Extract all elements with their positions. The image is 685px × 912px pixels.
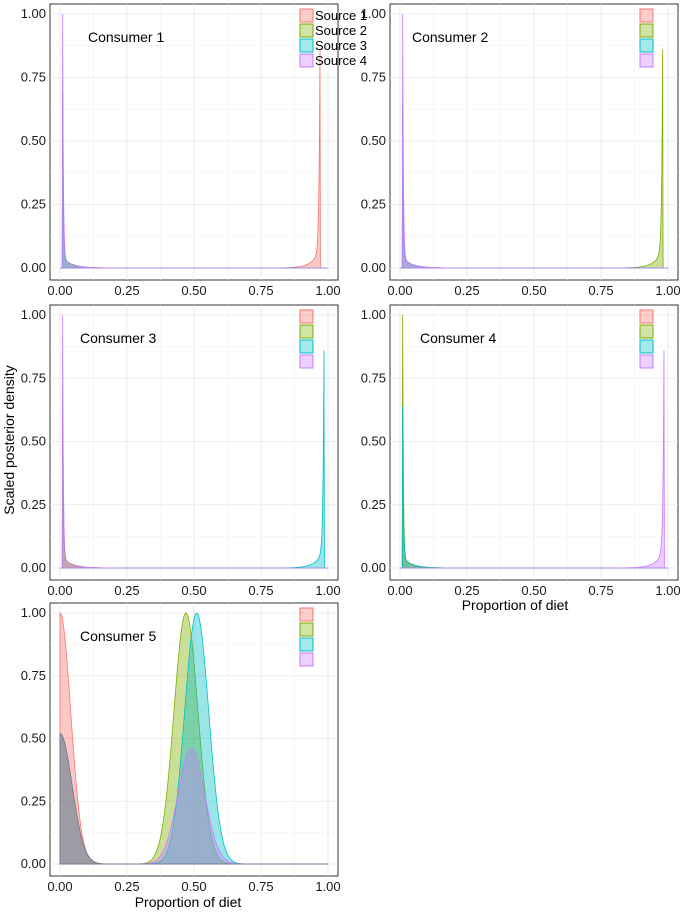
legend-key-source-3 bbox=[299, 637, 314, 652]
legend-key-source-3 bbox=[299, 38, 314, 53]
y-tick-label: 0.25 bbox=[361, 497, 386, 512]
y-tick-label: 0.75 bbox=[21, 70, 46, 85]
x-tick-label: 0.25 bbox=[454, 283, 479, 298]
area-source-4 bbox=[60, 13, 328, 269]
y-tick-label: 1.00 bbox=[361, 6, 386, 21]
x-axis-label-panel4: Proportion of diet bbox=[462, 597, 569, 613]
x-tick-label: 0.75 bbox=[248, 583, 273, 598]
panel-consumer-2: 0.00 0.25 0.50 0.75 1.00 0.00 0.25 0.50 0.75 1.00… bbox=[361, 3, 681, 298]
legend-key-source-2 bbox=[639, 23, 654, 38]
y-tick-label: 1.00 bbox=[21, 6, 46, 21]
x-axis-label-panel5: Proportion of diet bbox=[135, 894, 242, 910]
y-tick-label: 0.75 bbox=[21, 370, 46, 385]
panel-title: Consumer 5 bbox=[80, 628, 156, 644]
x-tick-label: 1.00 bbox=[315, 879, 340, 894]
legend bbox=[299, 607, 314, 667]
legend-key-source-1 bbox=[299, 8, 314, 23]
y-tick-label: 0.75 bbox=[361, 370, 386, 385]
area-source-4-low-mode bbox=[59, 732, 328, 865]
x-tick-label: 0.50 bbox=[521, 583, 546, 598]
y-tick-label: 0.00 bbox=[21, 260, 46, 275]
y-tick-label: 0.50 bbox=[361, 133, 386, 148]
legend-key-source-1 bbox=[299, 309, 314, 324]
legend-key-source-1 bbox=[299, 607, 314, 622]
legend-key-source-4 bbox=[639, 354, 654, 369]
x-tick-label: 0.50 bbox=[521, 283, 546, 298]
y-tick-label: 0.25 bbox=[21, 497, 46, 512]
x-tick-label: 1.00 bbox=[655, 583, 680, 598]
x-tick-label: 1.00 bbox=[315, 583, 340, 598]
y-tick-label: 0.75 bbox=[21, 668, 46, 683]
y-tick-label: 0.00 bbox=[361, 260, 386, 275]
legend-key-source-4 bbox=[639, 53, 654, 68]
y-tick-label: 0.50 bbox=[21, 133, 46, 148]
legend-key-source-2 bbox=[639, 324, 654, 339]
y-tick-label: 1.00 bbox=[21, 605, 46, 620]
y-tick-label: 0.25 bbox=[361, 197, 386, 212]
x-tick-label: 1.00 bbox=[655, 283, 680, 298]
legend-key-source-3 bbox=[639, 339, 654, 354]
panel-title: Consumer 3 bbox=[80, 330, 156, 346]
x-tick-label: 1.00 bbox=[315, 283, 340, 298]
x-tick-label: 0.00 bbox=[387, 583, 412, 598]
x-tick-label: 0.75 bbox=[248, 879, 273, 894]
panel-title: Consumer 2 bbox=[412, 29, 488, 45]
y-tick-label: 0.25 bbox=[21, 793, 46, 808]
legend-label-source-2: Source 2 bbox=[315, 23, 367, 38]
y-tick-label: 0.00 bbox=[361, 560, 386, 575]
x-tick-label: 0.75 bbox=[248, 283, 273, 298]
y-axis-label: Scaled posterior density bbox=[1, 365, 17, 514]
legend-key-source-2 bbox=[299, 324, 314, 339]
x-tick-label: 0.25 bbox=[114, 879, 139, 894]
panel-consumer-1: 0.00 0.25 0.50 0.75 1.00 0.00 0.25 0.50 0.75 1.00… bbox=[21, 3, 367, 298]
y-tick-label: 0.50 bbox=[21, 434, 46, 449]
legend bbox=[639, 309, 654, 369]
legend-key-source-3 bbox=[299, 339, 314, 354]
panel-consumer-5: 0.00 0.25 0.50 0.75 1.00 0.00 0.25 0.50 0.75 1.00… bbox=[21, 602, 341, 894]
area-source-4 bbox=[400, 13, 668, 269]
area-source-4 bbox=[60, 314, 328, 569]
legend-label-source-1: Source 1 bbox=[315, 8, 367, 23]
x-tick-label: 0.75 bbox=[588, 283, 613, 298]
x-tick-label: 0.50 bbox=[181, 283, 206, 298]
y-tick-label: 0.25 bbox=[21, 197, 46, 212]
x-tick-label: 0.25 bbox=[454, 583, 479, 598]
x-tick-label: 0.25 bbox=[114, 283, 139, 298]
legend-key-source-1 bbox=[639, 8, 654, 23]
panel-title: Consumer 4 bbox=[420, 330, 496, 346]
legend-label-source-4: Source 4 bbox=[315, 53, 367, 68]
legend-key-source-2 bbox=[299, 23, 314, 38]
legend-key-source-1 bbox=[639, 309, 654, 324]
y-tick-label: 0.75 bbox=[361, 70, 386, 85]
x-tick-label: 0.50 bbox=[181, 583, 206, 598]
x-tick-label: 0.00 bbox=[47, 583, 72, 598]
y-tick-label: 0.50 bbox=[21, 731, 46, 746]
x-tick-label: 0.25 bbox=[114, 583, 139, 598]
y-tick-label: 0.50 bbox=[361, 434, 386, 449]
legend-key-source-4 bbox=[299, 652, 314, 667]
panel-title: Consumer 1 bbox=[88, 29, 164, 45]
legend bbox=[299, 309, 314, 369]
x-tick-label: 0.00 bbox=[47, 879, 72, 894]
x-tick-label: 0.00 bbox=[387, 283, 412, 298]
y-tick-label: 1.00 bbox=[21, 307, 46, 322]
x-tick-label: 0.00 bbox=[47, 283, 72, 298]
legend bbox=[639, 8, 654, 68]
legend-key-source-3 bbox=[639, 38, 654, 53]
panel-consumer-3: 0.00 0.25 0.50 0.75 1.00 0.00 0.25 0.50 0.75 1.00… bbox=[21, 304, 341, 598]
panels: 0.000.250.500.751.000.00 0.25 0.50 0.75 1.00… bbox=[21, 3, 681, 894]
x-tick-label: 0.50 bbox=[181, 879, 206, 894]
y-tick-label: 0.00 bbox=[21, 856, 46, 871]
y-tick-label: 0.00 bbox=[21, 560, 46, 575]
legend-key-source-2 bbox=[299, 622, 314, 637]
legend-key-source-4 bbox=[299, 354, 314, 369]
panel-consumer-4: 0.00 0.25 0.50 0.75 1.00 0.00 0.25 0.50 0.75 1.00… bbox=[361, 304, 681, 598]
legend-label-source-3: Source 3 bbox=[315, 38, 367, 53]
area-source-4 bbox=[400, 350, 668, 569]
legend-key-source-4 bbox=[299, 53, 314, 68]
y-tick-label: 1.00 bbox=[361, 307, 386, 322]
x-tick-label: 0.75 bbox=[588, 583, 613, 598]
